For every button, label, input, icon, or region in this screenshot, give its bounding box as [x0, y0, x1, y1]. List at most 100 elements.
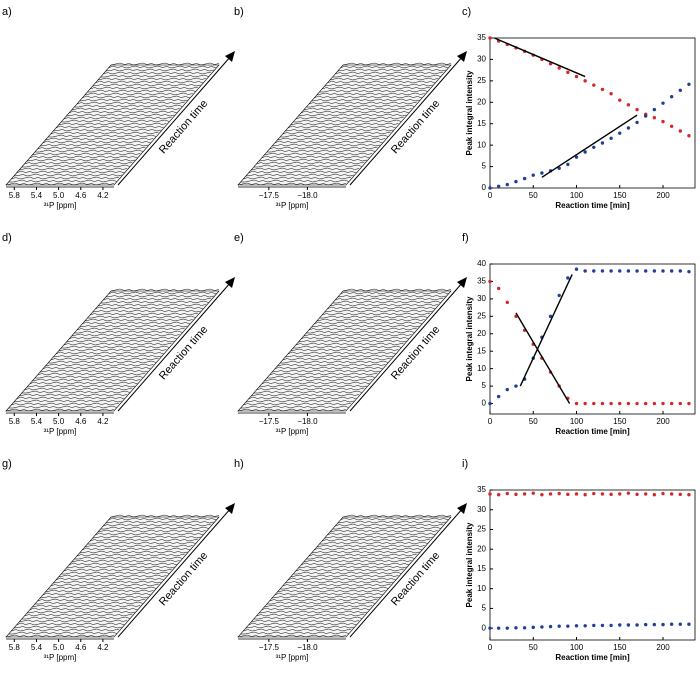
x-tick-label: 5.4: [31, 643, 43, 652]
time-axis: [117, 507, 232, 638]
point: [496, 184, 501, 188]
trace: [84, 544, 193, 548]
trace: [258, 158, 368, 162]
trace: [282, 131, 391, 135]
trace: [327, 532, 436, 536]
y-tick-label: 0: [482, 183, 487, 192]
panel-label: h): [234, 458, 244, 470]
y-tick-label: 30: [477, 505, 486, 514]
trace: [32, 604, 141, 608]
trace: [79, 550, 188, 554]
trace: [248, 622, 357, 626]
point: [635, 269, 639, 273]
trace: [285, 354, 394, 358]
time-axis: [349, 281, 464, 412]
trace: [290, 348, 399, 352]
trace: [26, 610, 136, 614]
trace: [40, 369, 149, 373]
panel-label: b): [234, 6, 244, 18]
x-tick-label: 50: [529, 417, 538, 426]
trace: [82, 95, 191, 99]
trace: [314, 547, 423, 551]
trace: [335, 297, 444, 301]
trace: [266, 375, 375, 379]
point: [583, 269, 587, 273]
point: [505, 491, 509, 496]
trace: [306, 330, 415, 334]
trace: [110, 514, 220, 518]
trace: [256, 387, 365, 391]
trace: [243, 628, 352, 632]
point: [505, 300, 509, 305]
point: [583, 79, 587, 83]
point: [626, 623, 631, 627]
trace: [280, 586, 389, 590]
panel-label: i): [462, 458, 468, 470]
trace: [332, 526, 441, 530]
point: [522, 626, 527, 630]
point: [635, 107, 639, 112]
y-tick-label: 35: [477, 33, 486, 42]
point: [626, 103, 631, 107]
point: [687, 269, 691, 274]
point: [635, 401, 639, 406]
trace: [100, 526, 209, 530]
trace: [316, 318, 425, 322]
trace: [108, 517, 217, 521]
trace: [100, 300, 209, 304]
x-tick-label: 200: [656, 643, 670, 652]
fit-line: [541, 114, 638, 178]
trace: [319, 89, 428, 93]
point: [687, 622, 691, 626]
point: [643, 114, 648, 118]
point: [687, 401, 691, 406]
trace: [303, 559, 412, 563]
point: [678, 129, 682, 133]
trace: [340, 517, 449, 521]
point: [531, 491, 535, 495]
x-tick-label: 5.4: [31, 417, 43, 426]
trace: [53, 580, 162, 584]
point: [592, 491, 596, 496]
trace: [293, 119, 402, 123]
trace: [298, 565, 407, 569]
point: [626, 401, 631, 406]
point: [574, 401, 579, 406]
trace: [61, 571, 170, 575]
trace: [287, 125, 396, 129]
trace: [261, 381, 370, 385]
trace: [103, 523, 212, 527]
trace: [45, 363, 154, 367]
x-axis-label: Reaction time [min]: [555, 653, 630, 662]
y-tick-label: 15: [477, 119, 486, 128]
point: [618, 98, 622, 102]
trace: [266, 601, 375, 605]
trace: [303, 107, 412, 111]
trace: [84, 92, 193, 96]
trace: [19, 167, 128, 171]
trace: [324, 535, 433, 539]
point: [652, 401, 657, 406]
trace: [298, 339, 407, 343]
trace: [337, 68, 446, 72]
trace: [237, 408, 347, 412]
x-tick-label: 100: [570, 191, 584, 200]
trace: [97, 529, 206, 533]
y-tick-label: 30: [477, 55, 486, 64]
trace: [258, 610, 368, 614]
trace: [68, 110, 178, 114]
trace: [300, 336, 410, 340]
trace: [316, 92, 425, 96]
point: [574, 74, 579, 79]
trace: [105, 294, 214, 298]
point: [600, 269, 605, 273]
point: [661, 491, 665, 496]
point: [609, 136, 613, 140]
point: [592, 145, 596, 149]
trace: [87, 541, 196, 545]
trace: [16, 170, 125, 174]
point: [505, 182, 509, 187]
plane: [5, 290, 220, 412]
y-tick-label: 5: [482, 162, 487, 171]
